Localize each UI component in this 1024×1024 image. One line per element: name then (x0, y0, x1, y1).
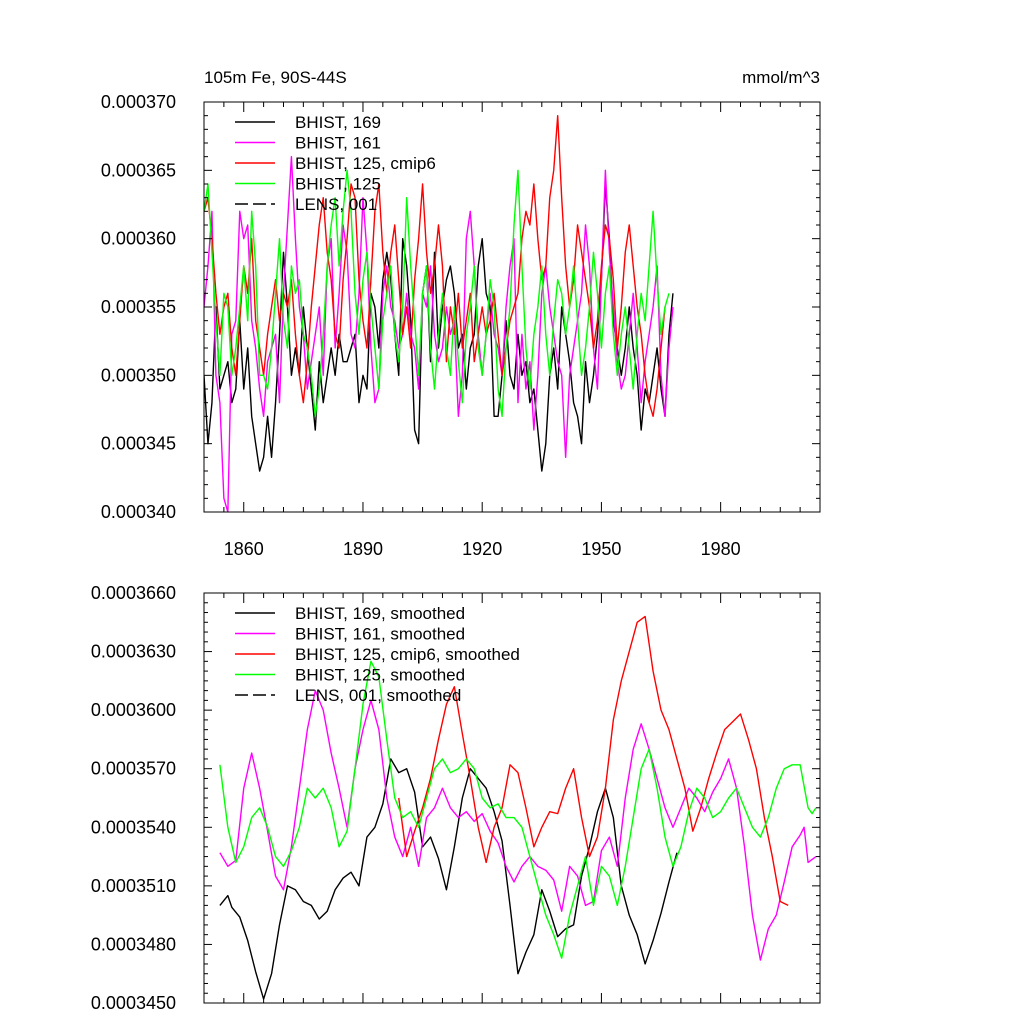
top-legend-label-3: BHIST, 125 (295, 175, 381, 194)
bottom-legend-label-3: BHIST, 125, smoothed (295, 666, 465, 685)
bottom-ytick-label: 0.0003540 (91, 817, 176, 837)
bottom-legend-label-2: BHIST, 125, cmip6, smoothed (295, 645, 520, 664)
top-series-line-3 (204, 169, 670, 418)
bottom-legend-label-4: LENS, 001, smoothed (295, 686, 461, 705)
top-xtick-label: 1920 (462, 539, 502, 559)
bottom-ytick-label: 0.0003660 (91, 583, 176, 603)
top-chart: 0.000340 0.000345 0.000350 0.000355 0.000360… (101, 92, 821, 559)
top-ytick-label: 0.000340 (101, 502, 176, 522)
top-ytick-label: 0.000350 (101, 365, 176, 385)
top-series-line-1 (204, 155, 674, 512)
top-chart-units: mmol/m^3 (742, 68, 820, 87)
top-legend-label-1: BHIST, 161 (295, 134, 381, 153)
bottom-ytick-label: 0.0003600 (91, 700, 176, 720)
top-xtick-label: 1980 (701, 539, 741, 559)
bottom-ytick-label: 0.0003480 (91, 934, 176, 954)
bottom-chart: 0.0003450 0.0003480 0.0003510 0.0003540 0.00… (91, 583, 821, 1013)
top-ytick-label: 0.000345 (101, 434, 176, 454)
bottom-legend-label-0: BHIST, 169, smoothed (295, 604, 465, 623)
top-series-line-2 (204, 114, 666, 418)
top-legend-label-2: BHIST, 125, cmip6 (295, 154, 436, 173)
top-ytick-label: 0.000355 (101, 297, 176, 317)
top-chart-title: 105m Fe, 90S-44S (204, 68, 347, 87)
bottom-series-line-2 (398, 615, 789, 907)
bottom-series-line-0 (219, 758, 678, 1000)
top-xtick-label: 1950 (581, 539, 621, 559)
top-ytick-label: 0.000360 (101, 229, 176, 249)
bottom-ytick-label: 0.0003510 (91, 876, 176, 896)
bottom-legend-label-1: BHIST, 161, smoothed (295, 625, 465, 644)
top-xtick-label: 1890 (343, 539, 383, 559)
top-legend-label-4: LENS, 001 (295, 195, 377, 214)
bottom-ytick-label: 0.0003630 (91, 642, 176, 662)
top-legend-label-0: BHIST, 169 (295, 113, 381, 132)
bottom-series-line-3 (219, 660, 817, 959)
bottom-ytick-label: 0.0003570 (91, 759, 176, 779)
bottom-ytick-label: 0.0003450 (91, 993, 176, 1013)
top-xtick-label: 1860 (224, 539, 264, 559)
top-ytick-label: 0.000370 (101, 92, 176, 112)
bottom-series-line-1 (219, 689, 817, 961)
top-ytick-label: 0.000365 (101, 160, 176, 180)
